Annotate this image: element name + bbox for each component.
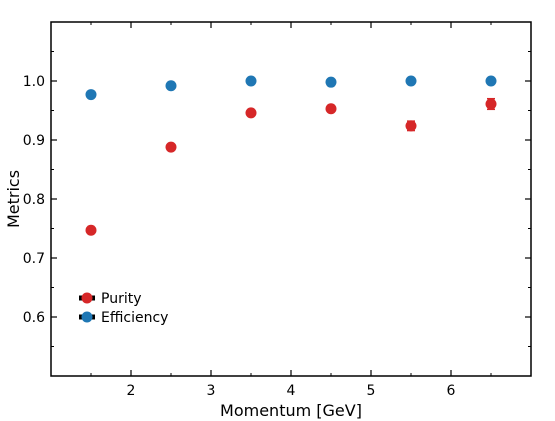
y-tick-label: 0.9 — [23, 133, 45, 149]
efficiency-legend-marker — [81, 311, 93, 323]
x-axis-title: Momentum [GeV] — [220, 401, 362, 420]
legend: Purity Efficiency — [79, 291, 168, 326]
x-tick-label: 3 — [207, 383, 216, 399]
purity-legend-marker — [81, 292, 93, 304]
x-tick-label: 5 — [367, 383, 376, 399]
x-tick-label: 4 — [287, 383, 296, 399]
y-axis-title: Metrics — [4, 170, 23, 228]
efficiency-point — [325, 76, 337, 88]
purity-point — [245, 107, 257, 119]
y-tick-label: 0.8 — [23, 192, 45, 208]
purity-point — [85, 224, 97, 236]
efficiency-legend-label: Efficiency — [101, 310, 168, 326]
purity-legend-label: Purity — [101, 291, 142, 307]
data-points — [85, 75, 497, 236]
y-tick-label: 1.0 — [23, 74, 45, 90]
purity-point — [485, 98, 497, 110]
purity-point — [325, 103, 337, 115]
efficiency-point — [405, 75, 417, 87]
efficiency-point — [165, 80, 177, 92]
efficiency-point — [485, 75, 497, 87]
x-tick-label: 2 — [127, 383, 136, 399]
purity-point — [165, 141, 177, 153]
x-tick-label: 6 — [447, 383, 456, 399]
efficiency-point — [85, 89, 97, 101]
y-tick-label: 0.7 — [23, 251, 45, 267]
efficiency-point — [245, 75, 257, 87]
purity-point — [405, 120, 417, 132]
y-tick-label: 0.6 — [23, 310, 45, 326]
ticks: 2 3 4 5 6 0.6 0.7 0.8 0.9 1.0 — [23, 22, 531, 399]
